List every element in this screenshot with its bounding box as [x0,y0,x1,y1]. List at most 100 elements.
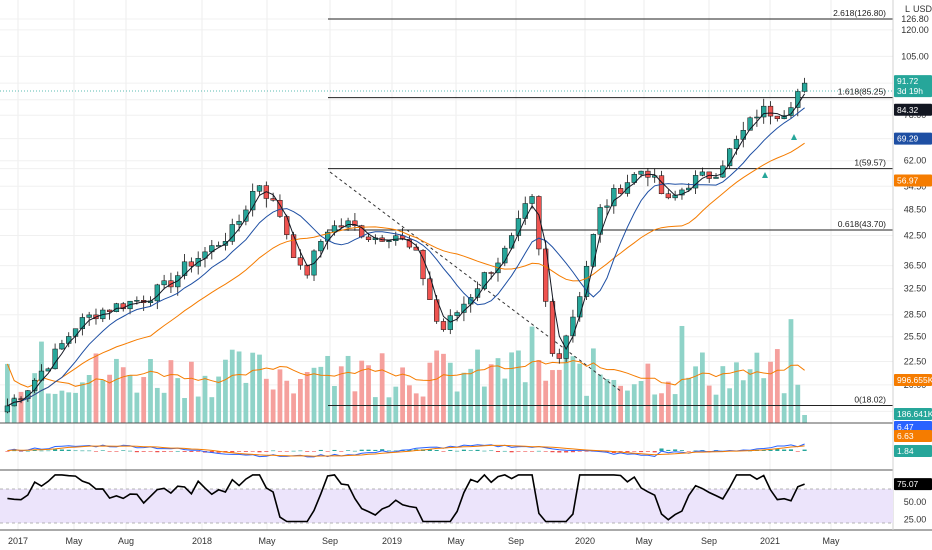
time-tick-label: Sep [701,536,717,546]
time-tick-label: 2019 [382,536,402,546]
macd-histogram-bar [386,450,392,452]
candle-body [699,171,706,176]
volume-bar [734,362,739,423]
candle-body [413,246,419,251]
macd-histogram-bar [775,449,780,451]
candle-body [297,257,304,266]
volume-bar [740,380,746,423]
macd-histogram-bar [216,451,221,453]
volume-bar [277,369,283,423]
volume-bar [502,378,508,423]
macd-histogram-bar [632,451,637,452]
macd-histogram-bar [802,449,807,451]
candle-body [631,174,637,183]
macd-histogram-bar [291,450,296,452]
volume-bar [604,379,610,423]
candle-body [536,196,542,250]
macd-histogram-bar [257,451,262,453]
volume-bar [379,353,385,423]
macd-histogram-bar [311,451,317,452]
price-tick-label: 42.50 [904,231,927,241]
macd-histogram-bar [495,451,501,453]
time-axis: 2017 May Aug 2018 May Sep 2019 May Sep 2020 May Sep… [8,536,840,546]
macd-histogram-bar [427,449,432,451]
volume-bar [543,380,549,423]
macd-histogram-bar [134,451,139,453]
volume-bar [5,363,10,423]
fib-labels: 2.618(126.80) 1.618(85.25) 1(59.57) 0.618(4… [833,8,886,405]
macd-histogram-bar [128,450,133,452]
macd-histogram-bar [237,451,242,452]
scale-button[interactable]: L [905,4,910,14]
signal-triangle-icon [762,172,768,178]
macd-histogram-bar [550,451,555,453]
ma-mid-line [7,107,805,407]
candle-body [747,117,753,131]
volume-bar [270,389,276,423]
candle-body [270,198,276,201]
volume-bar [154,387,160,423]
price-tick-label: 126.80 [901,14,929,24]
volume-bar [475,349,480,423]
macd-histogram-bar [407,449,412,451]
macd-histogram-bar [175,450,180,452]
macd-histogram-bar [148,451,153,452]
candle-body [86,314,92,318]
price-tick-label: 120.00 [901,25,929,35]
volume-bar [257,354,262,423]
volume-bar [52,393,58,423]
volume-bar [802,415,807,423]
candle-body [611,188,617,207]
macd-histogram-bar [53,449,58,451]
candle-body [761,105,767,118]
candle-body [604,205,610,208]
macd-histogram-bar [243,451,248,452]
fib-level-label: 0.618(43.70) [838,219,886,229]
volume-bar [263,378,269,423]
macd-histogram-bar [182,451,187,452]
macd-histogram-bar [557,451,562,453]
volume-bar [638,381,644,423]
price-tick-label: 28.50 [904,310,927,320]
candle-body [59,343,65,350]
rsi-value-tag-bg [894,478,932,491]
histogram-tag-bg [894,445,932,457]
macd-histogram-bar [250,451,255,452]
macd-histogram-bar [359,449,364,451]
ma-slow-tag-label: 56.97 [897,175,919,185]
macd-histogram-bar [141,451,146,452]
candle-body [113,303,120,312]
volume-bar [509,352,514,423]
candle-body [243,209,249,222]
volume-bar [700,352,705,423]
price-tick-label: 36.50 [904,261,927,271]
ma-fast-line [7,93,806,407]
volume-bar [795,384,801,423]
macd-histogram-bar [564,451,569,453]
volume-bar [400,367,405,423]
macd-histogram-bar [66,449,71,451]
volume-bar [488,364,494,423]
candle-body [181,261,188,276]
macd-histogram-bar [530,451,535,452]
macd-histogram-bar [502,450,507,452]
volume-bar [441,353,446,423]
signal-tag-label: 6.63 [897,431,914,441]
candle-body [454,312,460,316]
candle-body [386,240,392,242]
price-tick-label: 22.50 [904,357,927,367]
fib-level-label: 2.618(126.80) [833,8,886,18]
macd-histogram-bar [652,451,657,453]
price-tick-label: 105.00 [901,51,929,61]
macd-histogram-bar [686,451,691,452]
macd-signal-line [7,444,805,457]
volume-bar [39,341,44,423]
time-tick-label: Aug [118,536,134,546]
macd-histogram-bar [441,451,446,452]
volume-bar [243,382,249,423]
macd-histogram-bar [325,451,330,452]
candle-body [754,116,760,119]
time-tick-label: May [822,536,840,546]
candle-body [120,303,126,310]
volume-bar [134,392,140,423]
